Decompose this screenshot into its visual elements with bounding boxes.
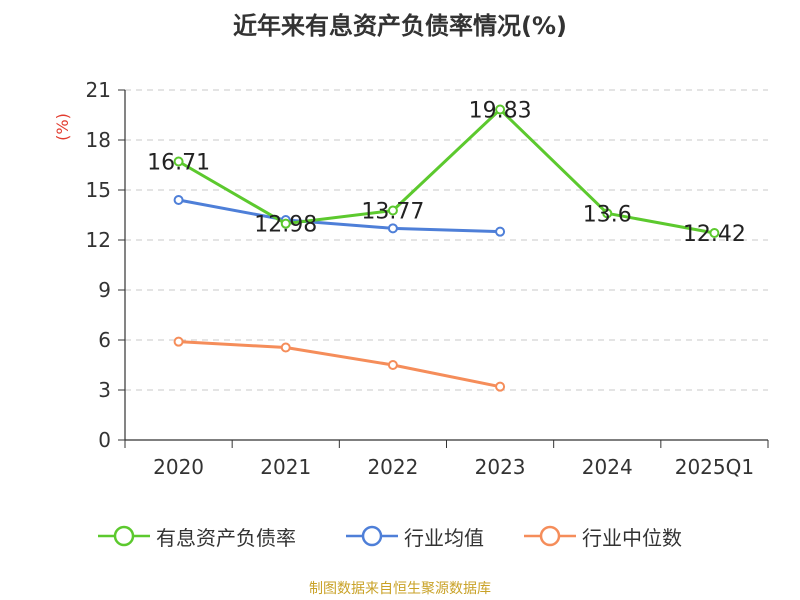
data-label: 19.83 xyxy=(469,99,532,124)
legend-marker-debt-ratio xyxy=(98,525,150,547)
y-tick-label: 3 xyxy=(98,378,111,402)
data-point xyxy=(173,156,184,167)
data-point xyxy=(495,381,506,392)
legend-item-debt-ratio[interactable]: 有息资产负债率 xyxy=(98,522,296,550)
data-point xyxy=(387,360,398,370)
legend-marker-industry-mean xyxy=(346,525,398,547)
data-point xyxy=(173,195,184,205)
data-label: 13.77 xyxy=(361,200,424,225)
y-tick-label: 0 xyxy=(98,428,111,452)
data-point xyxy=(602,208,613,219)
data-point xyxy=(173,336,184,347)
y-tick-label: 18 xyxy=(86,128,111,152)
data-point xyxy=(495,104,506,115)
x-tick-label: 2022 xyxy=(367,455,418,479)
grid xyxy=(125,89,768,391)
data-label: 13.6 xyxy=(583,202,632,227)
y-tick-label: 9 xyxy=(98,278,111,302)
data-source: 制图数据来自恒生聚源数据库 xyxy=(309,581,491,597)
y-tick-label: 15 xyxy=(86,178,111,202)
data-point xyxy=(709,228,720,238)
legend-item-industry-median[interactable]: 行业中位数 xyxy=(524,522,682,550)
data-label: 12.98 xyxy=(254,213,317,238)
data-point xyxy=(495,226,506,237)
y-axis-label: (%) xyxy=(53,113,72,141)
data-point xyxy=(387,223,398,234)
x-tick-label: 2021 xyxy=(260,455,311,479)
y-tick-label: 12 xyxy=(86,228,111,252)
data-point xyxy=(280,342,291,353)
legend-label-debt-ratio: 有息资产负债率 xyxy=(156,525,296,550)
series-layer xyxy=(173,104,720,392)
y-tick-label: 6 xyxy=(98,328,111,352)
y-tick-label: 21 xyxy=(86,78,111,102)
axes: 0 3 6 9 12 15 18 21 2020 2021 2022 2023 2024 2025Q1 xyxy=(86,78,769,479)
data-point xyxy=(280,218,291,229)
x-tick-label: 2024 xyxy=(582,455,633,479)
series-line xyxy=(177,108,715,235)
data-label: 16.71 xyxy=(147,151,210,176)
series-line xyxy=(178,340,501,389)
x-tick-label: 2020 xyxy=(153,455,204,479)
data-label: 12.42 xyxy=(683,222,746,247)
legend-label-industry-mean: 行业均值 xyxy=(404,525,484,550)
legend-item-industry-mean[interactable]: 行业均值 xyxy=(346,522,484,550)
series-line xyxy=(178,198,501,234)
chart-title: 近年来有息资产负债率情况(%) xyxy=(233,12,567,40)
legend-label-industry-median: 行业中位数 xyxy=(582,525,682,550)
legend-marker-industry-median xyxy=(524,525,576,547)
x-tick-label: 2023 xyxy=(475,455,526,479)
data-point xyxy=(387,205,398,216)
data-labels: 16.71 12.98 13.77 19.83 13.6 12.42 xyxy=(147,99,746,248)
x-tick-label: 2025Q1 xyxy=(675,455,754,479)
